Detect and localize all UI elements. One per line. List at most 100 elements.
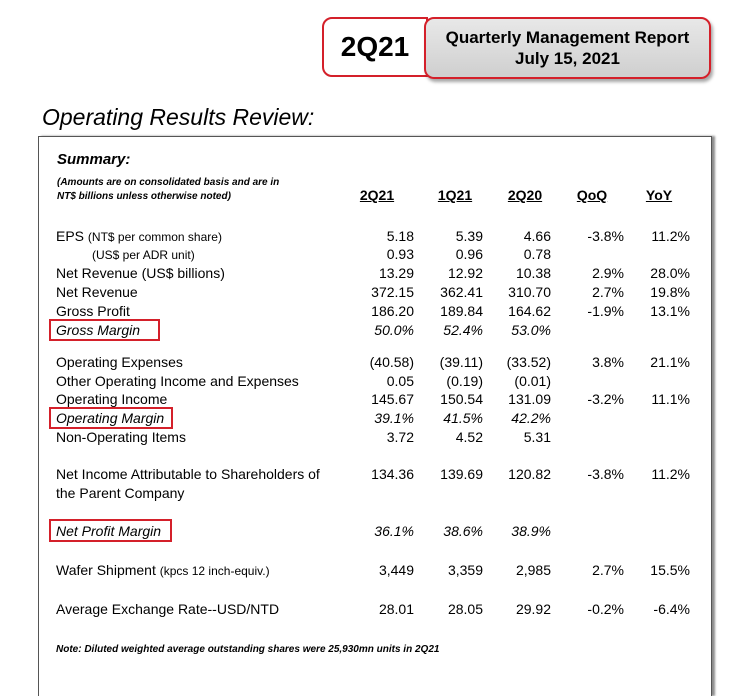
column-header-2q21: 2Q21	[359, 187, 395, 203]
cell-1q21: (39.11)	[439, 354, 483, 370]
table-row-net-revenue-usd: Net Revenue (US$ billions) 13.29 12.92 1…	[0, 264, 740, 282]
cell-2q20: 53.0%	[511, 322, 551, 338]
cell-2q20: 4.66	[523, 228, 551, 244]
cell-1q21: 12.92	[447, 265, 483, 281]
quarter-badge: 2Q21	[322, 17, 428, 77]
cell-qoq: 2.7%	[592, 284, 624, 300]
table-row-other-operating: Other Operating Income and Expenses 0.05…	[0, 372, 740, 390]
row-unit: (NT$ per common share)	[87, 230, 222, 244]
cell-2q21: 13.29	[378, 265, 414, 281]
cell-qoq: 3.8%	[592, 354, 624, 370]
table-row-net-income: Net Income Attributable to Shareholders …	[0, 465, 740, 503]
cell-2q20: 0.78	[523, 246, 551, 262]
table-row-eps: EPS (NT$ per common share) 5.18 5.39 4.6…	[0, 227, 740, 245]
cell-1q21: 28.05	[447, 601, 483, 617]
table-row-operating-margin: Operating Margin 39.1% 41.5% 42.2%	[0, 409, 740, 427]
report-title-box: Quarterly Management Report July 15, 202…	[424, 17, 711, 79]
table-row-operating-expenses: Operating Expenses (40.58) (39.11) (33.5…	[0, 353, 740, 371]
cell-2q20: 38.9%	[511, 523, 551, 539]
row-label: Net Profit Margin	[56, 523, 162, 539]
cell-1q21: 4.52	[455, 429, 483, 445]
cell-1q21: 3,359	[447, 562, 483, 578]
row-label: Net Revenue (US$ billions)	[56, 265, 225, 281]
cell-2q20: 10.38	[515, 265, 551, 281]
cell-2q21: 5.18	[386, 228, 414, 244]
cell-2q21: 3.72	[386, 429, 414, 445]
cell-1q21: 5.39	[455, 228, 483, 244]
cell-2q20: 2,985	[515, 562, 551, 578]
table-row-gross-margin: Gross Margin 50.0% 52.4% 53.0%	[0, 321, 740, 339]
table-row-net-profit-margin: Net Profit Margin 36.1% 38.6% 38.9%	[0, 522, 740, 540]
cell-2q21: 50.0%	[374, 322, 414, 338]
summary-note-line1: (Amounts are on consolidated basis and a…	[57, 177, 280, 188]
quarter-label: 2Q21	[340, 31, 410, 62]
cell-1q21: 139.69	[440, 466, 483, 482]
cell-yoy: 11.2%	[651, 466, 690, 482]
cell-1q21: 38.6%	[443, 523, 483, 539]
row-label: Net Revenue	[56, 284, 138, 300]
cell-1q21: 41.5%	[443, 410, 483, 426]
cell-qoq: -3.8%	[587, 466, 624, 482]
cell-2q21: 186.20	[371, 303, 414, 319]
summary-panel	[38, 136, 712, 696]
cell-yoy: 13.1%	[650, 303, 690, 319]
cell-2q21: 3,449	[378, 562, 414, 578]
operating-margin-highlight-box	[49, 407, 173, 429]
cell-qoq: -3.8%	[587, 228, 624, 244]
gross-margin-highlight-box	[49, 319, 160, 341]
cell-qoq: 2.9%	[592, 265, 624, 281]
section-title: Operating Results Review:	[42, 104, 315, 130]
footnote: Note: Diluted weighted average outstandi…	[56, 644, 440, 655]
cell-2q20: 120.82	[508, 466, 551, 482]
cell-1q21: 150.54	[440, 391, 483, 407]
cell-qoq: -3.2%	[587, 391, 624, 407]
cell-1q21: 52.4%	[443, 322, 483, 338]
cell-2q21: (40.58)	[369, 354, 414, 370]
cell-qoq: 2.7%	[592, 562, 624, 578]
report-date: July 15, 2021	[515, 49, 620, 68]
column-header-yoy: YoY	[645, 187, 673, 203]
row-label: Other Operating Income and Expenses	[56, 373, 299, 389]
cell-2q21: 0.93	[386, 246, 414, 262]
cell-2q20: 164.62	[508, 303, 551, 319]
cell-1q21: 0.96	[455, 246, 483, 262]
column-header-2q20: 2Q20	[507, 187, 543, 203]
summary-title: Summary:	[57, 151, 131, 168]
cell-2q21: 372.15	[371, 284, 414, 300]
cell-2q21: 28.01	[378, 601, 414, 617]
table-row-gross-profit: Gross Profit 186.20 189.84 164.62 -1.9% …	[0, 302, 740, 320]
table-row-wafer-shipment: Wafer Shipment (kpcs 12 inch-equiv.) 3,4…	[0, 561, 740, 579]
cell-2q20: 29.92	[515, 601, 551, 617]
cell-2q20: (0.01)	[514, 373, 551, 389]
row-label: Gross Profit	[56, 303, 130, 319]
table-row-eps-adr: (US$ per ADR unit) 0.93 0.96 0.78	[0, 245, 740, 263]
cell-qoq: -0.2%	[587, 601, 624, 617]
summary-note-line2: NT$ billions unless otherwise noted)	[57, 191, 231, 202]
cell-yoy: 28.0%	[650, 265, 690, 281]
row-label: Operating Expenses	[56, 354, 183, 370]
cell-yoy: -6.4%	[653, 601, 690, 617]
row-label: Gross Margin	[56, 322, 141, 338]
cell-2q21: 36.1%	[374, 523, 414, 539]
cell-2q20: 131.09	[508, 391, 551, 407]
cell-yoy: 11.2%	[651, 228, 690, 244]
net-profit-margin-highlight-box	[49, 519, 172, 542]
cell-yoy: 11.1%	[651, 391, 690, 407]
report-title: Quarterly Management Report	[445, 28, 690, 47]
cell-1q21: (0.19)	[446, 373, 483, 389]
cell-2q21: 0.05	[386, 373, 414, 389]
cell-yoy: 21.1%	[650, 354, 690, 370]
table-row-exchange-rate: Average Exchange Rate--USD/NTD 28.01 28.…	[0, 600, 740, 618]
row-label: Wafer Shipment (kpcs 12 inch-equiv.)	[56, 562, 270, 578]
row-label: (US$ per ADR unit)	[92, 248, 195, 262]
table-row-net-revenue: Net Revenue 372.15 362.41 310.70 2.7% 19…	[0, 283, 740, 301]
row-label: Average Exchange Rate--USD/NTD	[56, 601, 280, 617]
cell-qoq: -1.9%	[587, 303, 624, 319]
column-header-qoq: QoQ	[576, 187, 608, 203]
column-header-1q21: 1Q21	[437, 187, 473, 203]
cell-yoy: 19.8%	[650, 284, 690, 300]
cell-1q21: 189.84	[440, 303, 483, 319]
row-label: Operating Margin	[56, 410, 165, 426]
cell-2q20: 310.70	[508, 284, 551, 300]
cell-1q21: 362.41	[440, 284, 483, 300]
